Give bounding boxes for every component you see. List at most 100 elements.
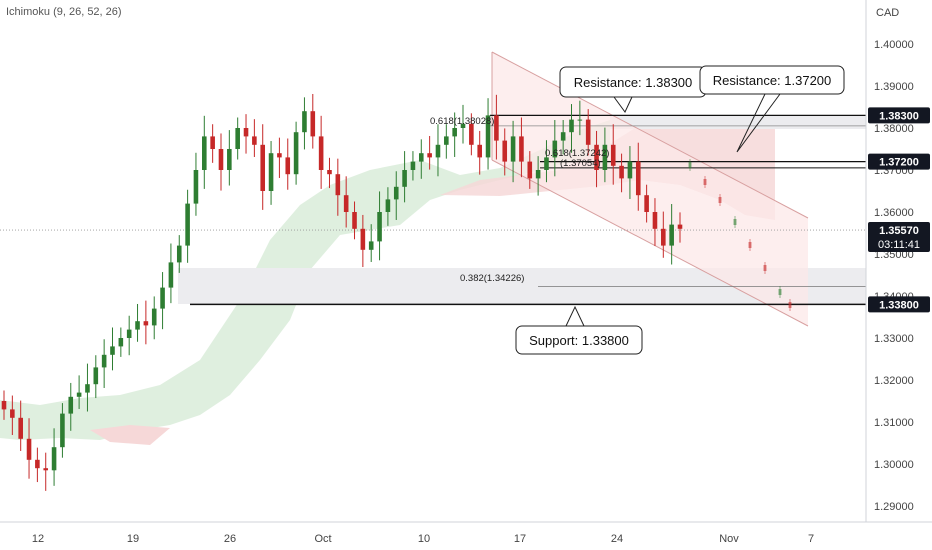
price-badge-resistance-1-bg [868,107,930,124]
candle-body [285,157,291,175]
candle-body [435,144,441,158]
candle-body [469,123,474,145]
candle-body [393,186,399,200]
candle-body [76,392,82,397]
x-tick-label: 24 [611,533,623,545]
candle-body [585,119,591,145]
candle-body [485,115,491,158]
x-tick-label: 19 [127,533,139,545]
candle-body [277,153,282,158]
y-tick-label: 1.32000 [874,375,914,387]
price-badge-current-text: 1.35570 [879,225,919,237]
callout-support-text: Support: 1.33800 [529,333,629,348]
candle-body [60,413,65,448]
callout-resistance-2: Resistance: 1.37200 [699,65,845,153]
y-tick-label: 1.31000 [874,417,914,429]
x-tick-label: 10 [418,533,430,545]
projection-body [718,197,722,203]
callout-support-box [515,325,643,355]
candle-body [610,144,616,166]
candle-body [352,212,357,229]
candle-body [677,224,683,229]
callout-support-pointer [565,305,585,327]
channel-upper-line [491,51,809,219]
candle-body [427,153,432,158]
candle-body [452,128,457,137]
candle-body [260,144,266,191]
candle-body [627,161,633,179]
candle-body [202,136,207,170]
candle-body [335,174,341,196]
projection-body [788,302,792,308]
candle-body [418,153,424,162]
y-tick-label: 1.40000 [874,39,914,51]
price-badge-support: 1.33800 [868,296,930,313]
candle-body [318,136,324,170]
candle-body [527,161,533,179]
price-badge-current-bg [868,222,930,253]
x-tick-label: 12 [32,533,44,545]
candle-body [444,136,449,145]
candle-body [310,111,316,137]
candlesticks [1,93,683,491]
candle-body [235,128,240,149]
fib-label-low: 0.382(1.34226) [460,273,524,284]
candle-body [602,144,608,170]
projection-body [748,242,752,248]
resistance-zone-rect [610,115,866,129]
candle-body [494,115,499,141]
candle-body [502,140,508,162]
candle-body [635,161,641,196]
callout-resistance-1-pointer [613,96,633,113]
candle-body [669,224,674,246]
fib-labels: 0.618(1.38028) 0.618(1.37242)(1.37054) 0.3… [430,116,609,284]
candle-body [110,346,115,355]
candle-body [535,170,541,179]
candle-body [135,321,140,330]
candle-body [661,228,666,246]
y-tick-label: 1.30000 [874,459,914,471]
price-badge-resistance-2-text: 1.37200 [879,157,919,169]
x-tick-label: 7 [808,533,814,545]
candle-body [577,119,583,121]
candle-body [93,367,99,385]
price-badge-resistance-1-text: 1.38300 [879,110,919,122]
candle-body [126,329,132,338]
price-badge-support-bg [868,296,930,313]
candle-body [552,140,558,158]
x-tick-label: Oct [314,533,331,545]
candle-body [302,111,307,133]
y-tick-label: 1.29000 [874,501,914,513]
candle-body [26,438,32,460]
candle-body [118,338,124,347]
candle-body [410,161,416,170]
candle-body [594,144,599,170]
candle-body [143,321,149,326]
x-tick-label: 26 [224,533,236,545]
projection-body [703,179,707,185]
fib-label-high: 0.618(1.38028) [430,116,494,127]
x-tick-label: 17 [514,533,526,545]
candle-body [510,136,516,162]
candle-body [18,417,23,439]
candle-body [1,401,7,410]
candle-body [327,170,332,175]
callout-resistance-1: Resistance: 1.38300 [559,66,707,113]
channel-lower-line [491,159,809,327]
candle-body [101,354,107,368]
candle-body [460,123,466,128]
fib-label-mid-sub: (1.37054) [560,158,601,169]
callouts: Resistance: 1.38300 Resistance: 1.37200 Su… [515,65,845,355]
candle-body [160,287,165,309]
candle-body [360,228,366,250]
currency-label: CAD [876,7,899,19]
candle-body [35,459,40,469]
candle-body [343,195,349,212]
price-badge-support-text: 1.33800 [879,299,919,311]
candle-body [368,241,374,250]
price-badge-resistance-2-bg [868,153,930,170]
candle-body [544,157,549,170]
candle-body [151,308,157,326]
